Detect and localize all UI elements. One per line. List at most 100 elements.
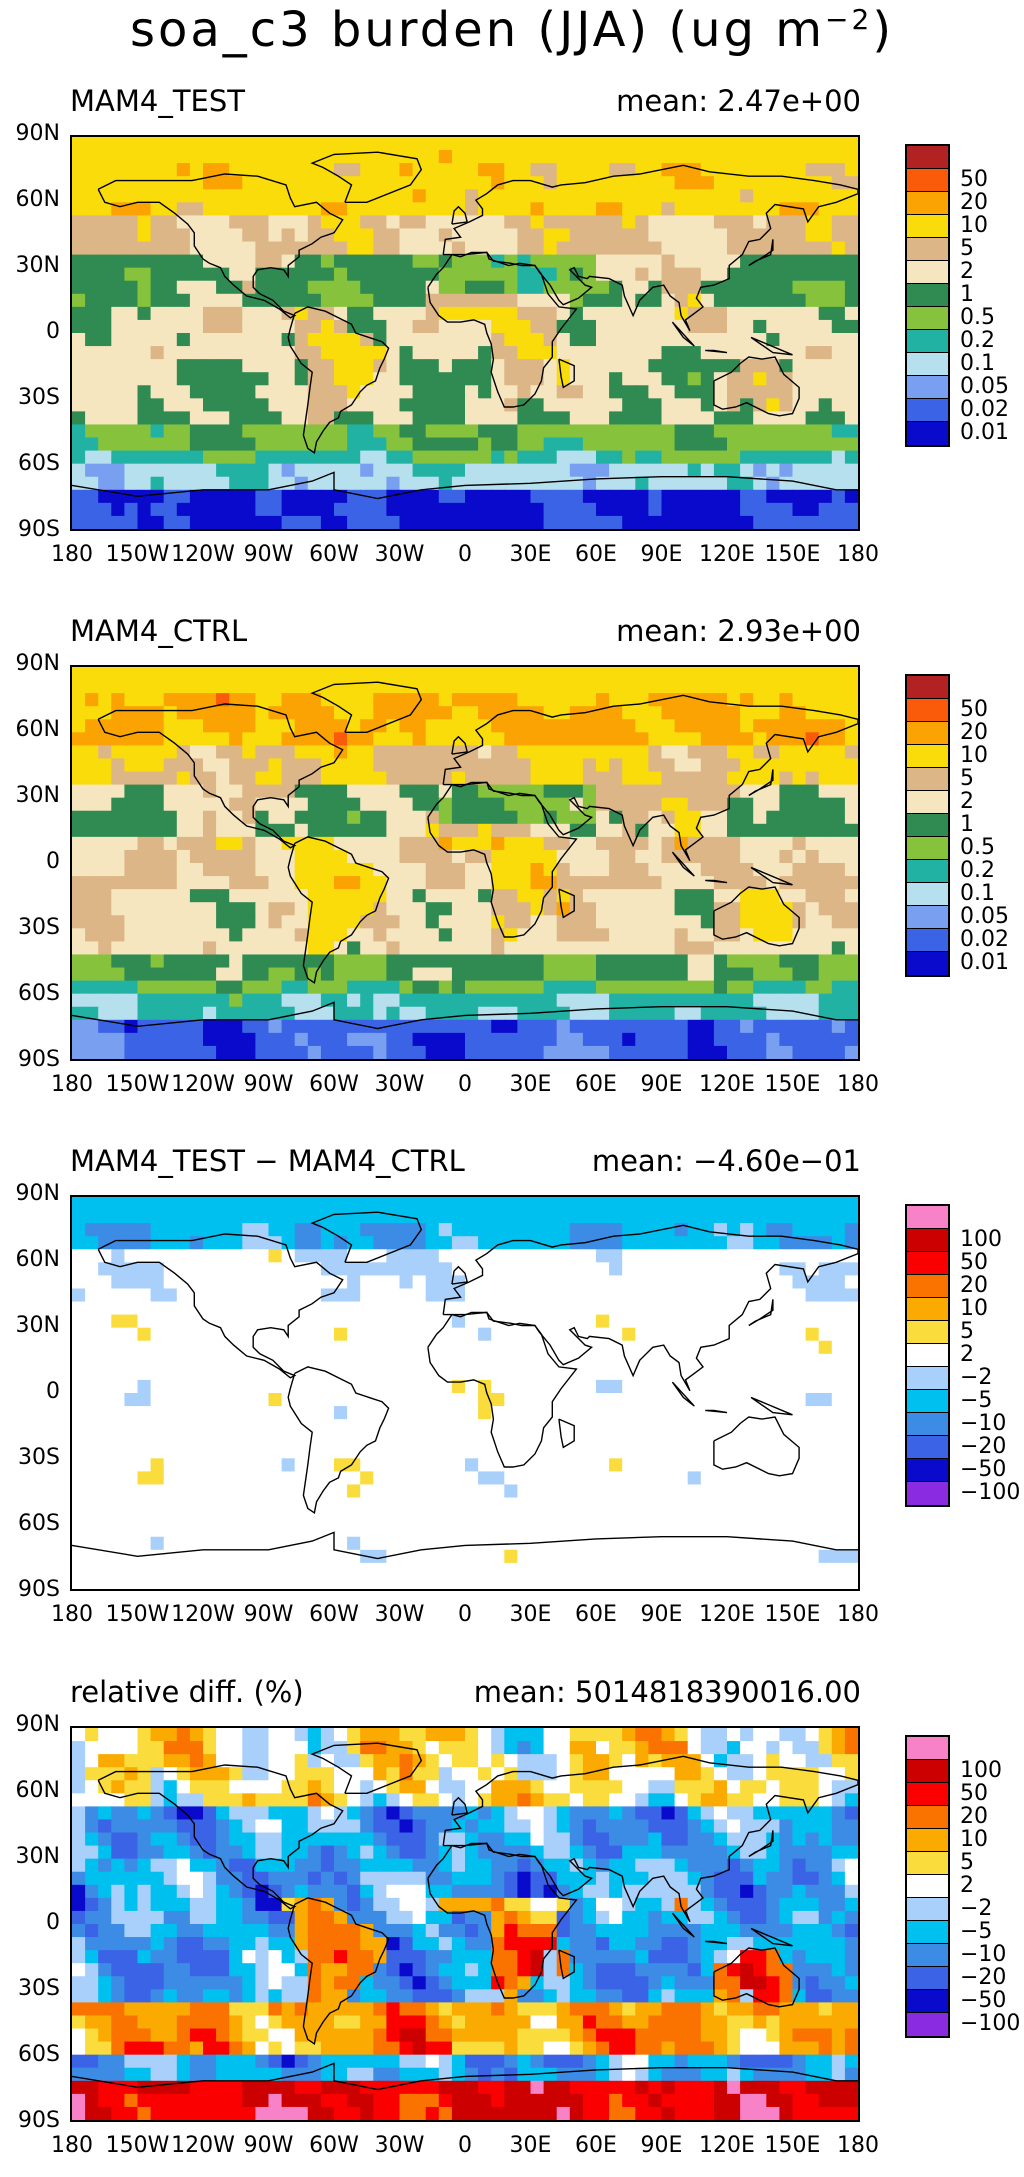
heatmap-cell <box>700 319 715 334</box>
heatmap-cell <box>163 241 178 256</box>
heatmap-cell <box>242 437 256 452</box>
heatmap-cell <box>189 385 204 399</box>
heatmap-cell <box>386 202 401 216</box>
heatmap-cell <box>203 1379 217 1394</box>
heatmap-cell <box>582 1458 597 1472</box>
heatmap-cell <box>517 515 532 529</box>
heatmap-cell <box>268 732 283 746</box>
heatmap-cell <box>255 150 270 164</box>
heatmap-cell <box>412 319 427 334</box>
heatmap-cell <box>792 823 807 838</box>
heatmap-cell <box>740 1249 754 1263</box>
heatmap-cell <box>203 719 217 733</box>
heatmap-cell <box>438 1032 453 1047</box>
heatmap-cell <box>229 1288 243 1303</box>
heatmap-cell <box>189 515 204 529</box>
heatmap-cell <box>163 333 178 347</box>
heatmap-cell <box>648 333 663 347</box>
heatmap-cell <box>609 372 623 386</box>
heatmap-cell <box>124 706 139 720</box>
heatmap-cell <box>255 385 270 399</box>
heatmap-cell <box>98 967 112 982</box>
heatmap-cell <box>412 1327 427 1342</box>
heatmap-cell <box>648 967 663 982</box>
heatmap-cell <box>98 359 112 373</box>
heatmap-cell <box>268 398 283 412</box>
heatmap-cell <box>491 1223 505 1237</box>
heatmap-cell <box>163 758 178 773</box>
heatmap-cell <box>176 693 191 707</box>
heatmap-cell <box>740 254 754 269</box>
heatmap-cell <box>766 228 780 243</box>
heatmap-cell <box>216 1249 230 1263</box>
heatmap-cell <box>399 1275 414 1290</box>
heatmap-cell <box>648 902 663 916</box>
heatmap-cell <box>334 849 348 864</box>
colorbar-swatch <box>907 238 948 261</box>
heatmap-cell <box>831 1288 846 1303</box>
heatmap-cell <box>268 228 283 243</box>
heatmap-cell <box>216 515 230 529</box>
heatmap-cell <box>360 215 374 230</box>
heatmap-cell <box>386 411 401 426</box>
heatmap-cell <box>399 463 414 478</box>
heatmap-cell <box>569 915 584 929</box>
heatmap-cell <box>124 1045 139 1059</box>
heatmap-cell <box>491 346 505 360</box>
heatmap-cell <box>307 1262 322 1276</box>
heatmap-cell <box>556 137 571 151</box>
heatmap-cell <box>844 1419 858 1433</box>
heatmap-cell <box>98 1045 112 1059</box>
heatmap-cell <box>491 176 505 190</box>
heatmap-cell <box>569 306 584 321</box>
heatmap-cell <box>85 1301 99 1316</box>
heatmap-cell <box>386 849 401 864</box>
heatmap-cell <box>609 680 623 694</box>
x-tick-label: 0 <box>458 1072 472 1097</box>
heatmap-cell <box>713 954 728 969</box>
heatmap-cell <box>347 1223 361 1237</box>
heatmap-cell <box>150 215 165 230</box>
heatmap-cell <box>805 928 820 942</box>
heatmap-cell <box>740 745 754 760</box>
heatmap-cell <box>203 693 217 707</box>
heatmap-cell <box>347 1458 361 1472</box>
heatmap-cell <box>478 706 492 720</box>
heatmap-cell <box>478 745 492 760</box>
heatmap-cell <box>229 241 243 256</box>
heatmap-cell <box>386 176 401 190</box>
heatmap-cell <box>111 889 125 903</box>
heatmap-cell <box>255 1275 270 1290</box>
heatmap-cell <box>334 915 348 929</box>
heatmap-cell <box>674 1262 689 1276</box>
heatmap-cell <box>740 1262 754 1276</box>
heatmap-cell <box>556 784 571 799</box>
heatmap-cell <box>425 1236 440 1250</box>
heatmap-cell <box>373 849 387 864</box>
heatmap-cell <box>386 372 401 386</box>
heatmap-cell <box>360 1301 374 1316</box>
heatmap-cell <box>334 863 348 877</box>
heatmap-cell <box>504 1045 518 1059</box>
heatmap-cell <box>307 1197 322 1211</box>
heatmap-cell <box>412 280 427 295</box>
heatmap-cell <box>753 836 767 851</box>
heatmap-cell <box>334 319 348 334</box>
heatmap-cell <box>438 993 453 1008</box>
heatmap-cell <box>425 1019 440 1034</box>
heatmap-cell <box>203 150 217 164</box>
heatmap-cell <box>203 836 217 851</box>
heatmap-cell <box>203 215 217 230</box>
heatmap-cell <box>268 1314 283 1329</box>
heatmap-cell <box>334 876 348 890</box>
heatmap-cell <box>556 745 571 760</box>
heatmap-cell <box>216 1393 230 1407</box>
heatmap-cell <box>425 267 440 282</box>
heatmap-cell <box>779 333 794 347</box>
heatmap-cell <box>805 450 820 465</box>
heatmap-cell <box>818 915 833 929</box>
heatmap-cell <box>805 876 820 890</box>
heatmap-cell <box>753 1197 767 1211</box>
heatmap-cell <box>242 823 256 838</box>
heatmap-cell <box>465 941 479 956</box>
